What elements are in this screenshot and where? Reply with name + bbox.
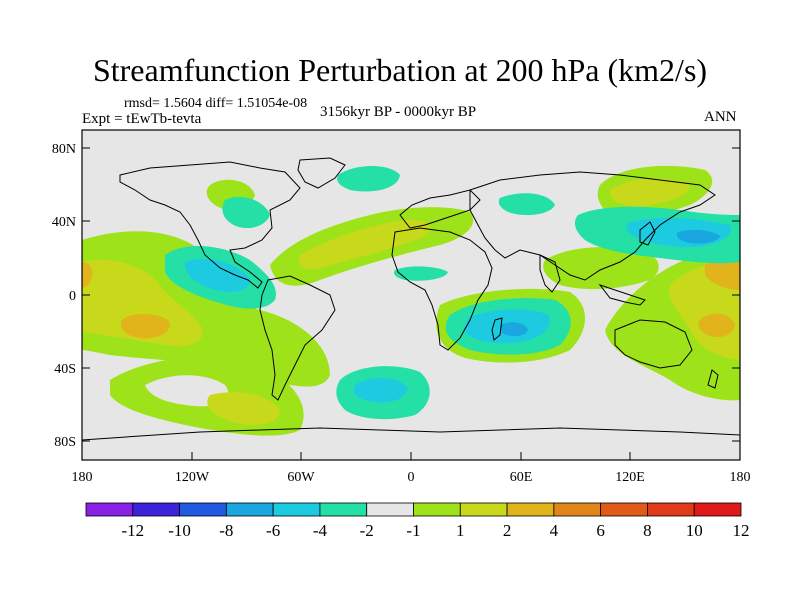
contour-region bbox=[543, 247, 659, 290]
colorbar-swatch bbox=[85, 502, 134, 517]
contour-region bbox=[184, 258, 251, 292]
contour-region bbox=[82, 231, 330, 387]
contour-region bbox=[145, 375, 229, 407]
colorbar-swatch bbox=[413, 502, 461, 517]
colorbar-label: -6 bbox=[266, 521, 280, 540]
lon-label: 60W bbox=[287, 470, 315, 485]
colorbar-label: 4 bbox=[550, 521, 559, 540]
lat-label: 40N bbox=[52, 215, 76, 230]
period-line: 3156kyr BP - 0000kyr BP bbox=[320, 104, 477, 120]
contour-region bbox=[609, 178, 690, 207]
colorbar-label: 2 bbox=[503, 521, 512, 540]
contour-region bbox=[207, 392, 280, 425]
lon-ticks bbox=[81, 452, 741, 460]
colorbar-swatch bbox=[366, 502, 414, 517]
contour-region bbox=[705, 259, 740, 290]
lat-labels: 80N 40N 0 40S 80S bbox=[52, 142, 76, 450]
colorbar-swatch bbox=[272, 502, 321, 517]
colorbar-label: 12 bbox=[733, 521, 750, 540]
contour-region bbox=[676, 229, 720, 244]
lat-ticks bbox=[82, 147, 740, 442]
colorbar-label: 6 bbox=[596, 521, 605, 540]
colorbar-swatch bbox=[553, 502, 602, 517]
stats-line: rmsd= 1.5604 diff= 1.51054e-08 bbox=[124, 96, 308, 111]
colorbar: -12 -10 -8 -6 -4 -2 -1 1 2 4 6 8 10 12 bbox=[85, 502, 750, 540]
plot-title: Streamfunction Perturbation at 200 hPa (… bbox=[92, 52, 708, 88]
experiment-line: Expt = tEwTb-tevta bbox=[82, 111, 202, 127]
colorbar-label: 8 bbox=[643, 521, 652, 540]
lat-label: 0 bbox=[69, 289, 76, 304]
contour-region bbox=[82, 259, 203, 347]
contour-region bbox=[500, 322, 528, 337]
contour-region bbox=[298, 219, 431, 270]
colorbar-swatch bbox=[132, 502, 180, 517]
lon-label: 120E bbox=[615, 470, 645, 485]
colorbar-label: -12 bbox=[121, 521, 144, 540]
contour-region bbox=[337, 166, 400, 192]
contour-region bbox=[82, 262, 93, 288]
contour-region bbox=[353, 377, 408, 403]
colorbar-label: -8 bbox=[219, 521, 233, 540]
lon-label: 180 bbox=[730, 470, 751, 485]
colorbar-swatch bbox=[459, 502, 508, 517]
colorbar-swatch bbox=[600, 502, 648, 517]
colorbar-label: 1 bbox=[456, 521, 465, 540]
season-label: ANN bbox=[704, 109, 737, 125]
colorbar-swatch bbox=[225, 502, 274, 517]
lat-label: 80N bbox=[52, 142, 76, 157]
lat-label: 80S bbox=[54, 435, 76, 450]
colorbar-swatch bbox=[179, 502, 227, 517]
contour-region bbox=[222, 196, 270, 229]
lat-label: 40S bbox=[54, 362, 76, 377]
contour-region bbox=[394, 266, 448, 281]
colorbar-label: -10 bbox=[168, 521, 191, 540]
lon-label: 60E bbox=[510, 470, 533, 485]
contour-field bbox=[82, 157, 740, 441]
colorbar-label: -2 bbox=[360, 521, 374, 540]
colorbar-swatch bbox=[693, 502, 742, 517]
colorbar-label: -4 bbox=[313, 521, 328, 540]
lon-label: 180 bbox=[72, 470, 93, 485]
lon-labels: 180 120W 60W 0 60E 120E 180 bbox=[72, 470, 751, 485]
colorbar-swatch bbox=[647, 502, 695, 517]
colorbar-swatch bbox=[319, 502, 368, 517]
coastlines bbox=[82, 157, 740, 441]
lon-label: 0 bbox=[408, 470, 415, 485]
colorbar-label: -1 bbox=[406, 521, 420, 540]
colorbar-label: 10 bbox=[686, 521, 703, 540]
contour-region bbox=[698, 313, 735, 337]
contour-region bbox=[498, 193, 555, 216]
lon-label: 120W bbox=[175, 470, 210, 485]
contour-region bbox=[120, 314, 170, 339]
colorbar-swatch bbox=[506, 502, 555, 517]
